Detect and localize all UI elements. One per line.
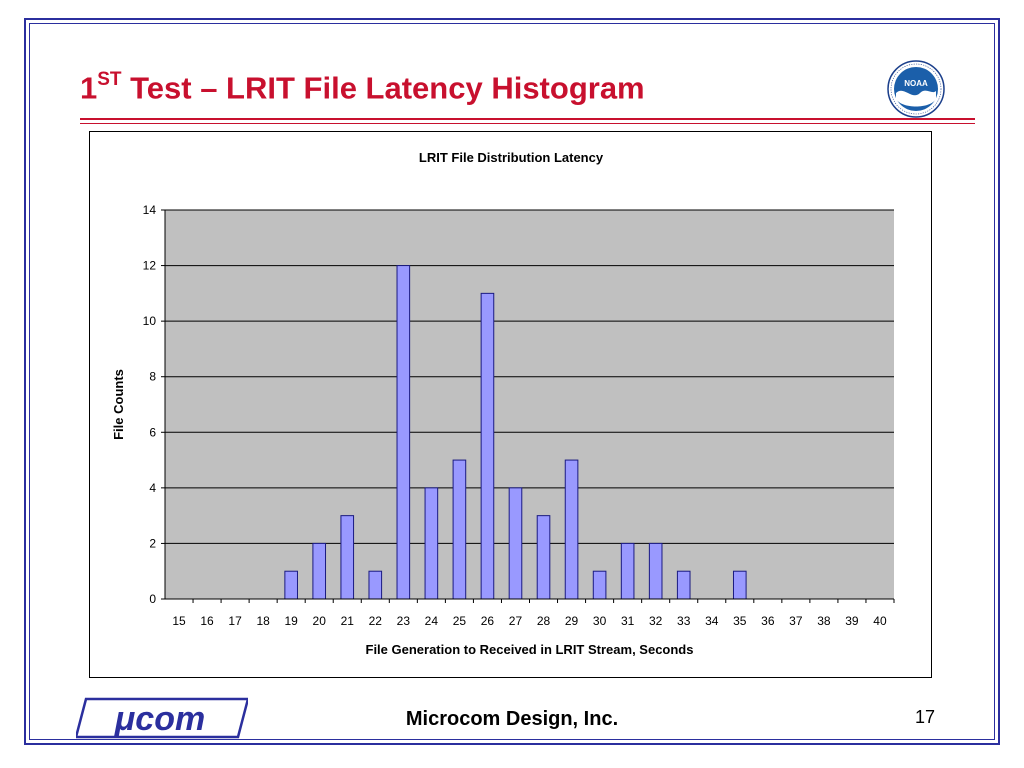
x-tick-label: 24 [425,614,439,628]
x-tick-label: 32 [649,614,663,628]
x-tick-label: 37 [789,614,803,628]
chart-container: LRIT File Distribution Latency 0 2 4 6 8 10 12… [89,131,932,678]
x-tick-label: 33 [677,614,691,628]
y-tick-label: 8 [149,370,156,384]
x-tick-label: 15 [172,614,186,628]
y-tick-labels: 0 2 4 6 8 10 12 14 [143,203,157,606]
title-superscript: ST [97,69,122,90]
gridlines [165,209,894,544]
bar [340,515,355,600]
y-axis-label: File Counts [111,369,126,440]
x-tick-label: 30 [593,614,607,628]
x-tick-label: 20 [313,614,327,628]
bar [284,570,298,600]
bar [368,570,383,600]
latency-histogram-chart: LRIT File Distribution Latency 024681012… [111,150,895,657]
bar [480,292,495,600]
ucom-logo: μcom [76,697,248,739]
bar [396,265,411,600]
x-tick-label: 28 [537,614,551,628]
x-tick-label: 19 [284,614,298,628]
y-tick-label: 0 [149,592,156,606]
y-tick-label: 6 [149,425,156,439]
bar [312,542,327,600]
x-axis-label: File Generation to Received in LRIT Stre… [366,642,694,657]
bar [564,459,579,600]
bar [452,459,467,600]
x-tick-label: 38 [817,614,831,628]
x-tick-label: 25 [453,614,467,628]
title-rule-top [80,118,975,120]
page-number: 17 [915,707,936,727]
x-tick-label: 39 [845,614,859,628]
x-tick-label: 36 [761,614,775,628]
y-tick-label: 12 [143,259,157,273]
title-prefix: 1 [80,70,98,106]
noaa-logo: NOAA [887,60,945,118]
bar [424,487,439,600]
x-tick-label: 22 [369,614,383,628]
x-tick-label: 16 [200,614,214,628]
y-tick-label: 2 [149,536,156,550]
x-tick-label: 26 [481,614,495,628]
bar [732,570,747,600]
bar [648,542,663,600]
slide-frame-outer [24,18,1000,745]
chart-title: LRIT File Distribution Latency [419,150,604,165]
x-tick-label: 18 [256,614,270,628]
noaa-logo-text: NOAA [904,79,928,88]
y-tick-label: 14 [143,203,157,217]
y-tick-label: 10 [143,314,157,328]
ucom-logo-text: μcom [114,700,205,738]
bar [536,515,551,600]
x-tick-label: 23 [397,614,411,628]
title-text: Test – LRIT File Latency Histogram [121,70,645,106]
x-tick-label: 34 [705,614,719,628]
title-rule-bottom [80,123,975,124]
x-tick-label: 40 [873,614,887,628]
slide-frame-inner [29,23,995,740]
bar [620,542,635,600]
axes [161,209,895,603]
bar [508,487,523,600]
bar [592,570,607,600]
y-tick-label: 4 [149,481,156,495]
x-tick-label: 21 [341,614,355,628]
x-tick-label: 27 [509,614,523,628]
x-tick-labels: 15 16 17 18 19 20 21 22 23 24 25 26 27 28 29 30 31 32 33 34… [172,614,887,628]
slide-title: 1ST Test – LRIT File Latency Histogram [80,69,645,106]
x-tick-label: 31 [621,614,635,628]
x-tick-label: 17 [228,614,242,628]
x-tick-label: 35 [733,614,747,628]
company-name: Microcom Design, Inc. [405,708,619,730]
plot-area [165,210,894,599]
bar [676,570,691,600]
x-tick-label: 29 [565,614,579,628]
